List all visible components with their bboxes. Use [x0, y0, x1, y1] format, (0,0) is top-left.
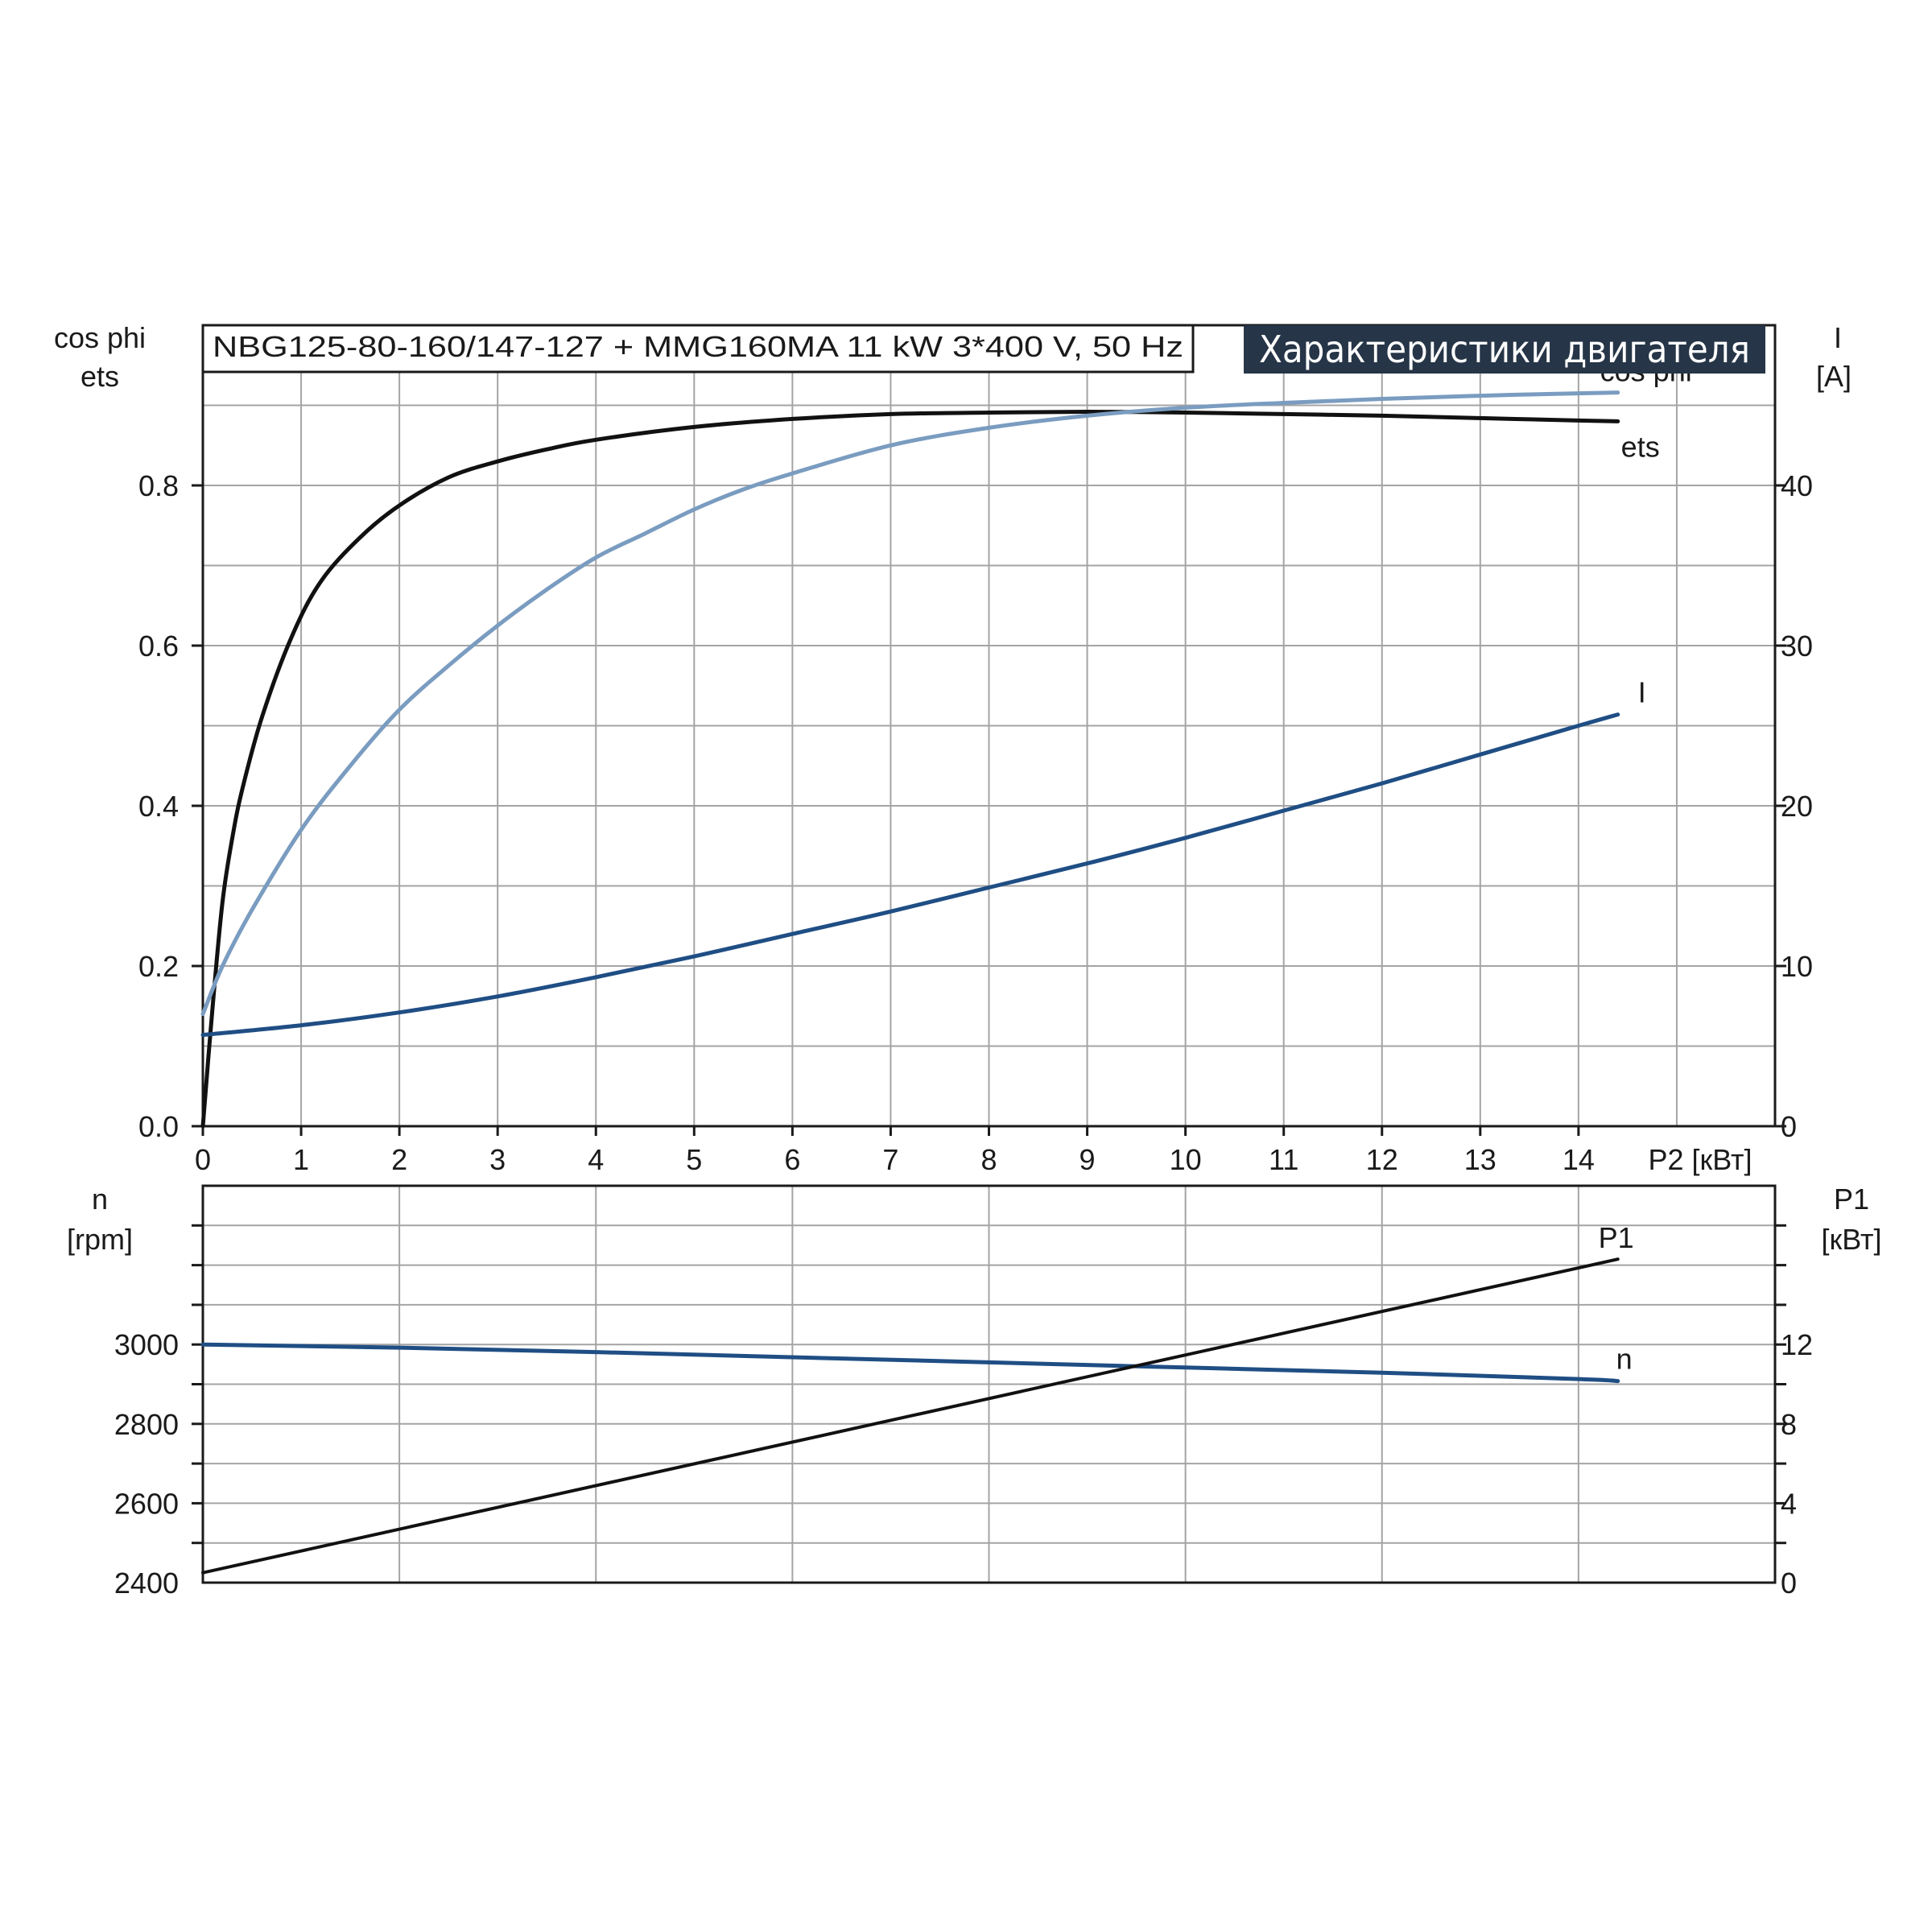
x-tick-label: 6 — [784, 1143, 800, 1176]
data-series — [200, 390, 1620, 1575]
bottom-left-tick-label: 2400 — [114, 1567, 179, 1600]
top-left-tick-label: 0.0 — [138, 1110, 179, 1143]
power-p1-series-label: P1 — [1599, 1221, 1634, 1254]
x-tick-label: 9 — [1080, 1143, 1096, 1176]
x-tick-label: 3 — [489, 1143, 506, 1176]
chart-title: NBG125-80-160/147-127 + MMG160MA 11 kW 3… — [213, 330, 1183, 363]
ets-series-label: ets — [1621, 430, 1660, 463]
current-i-line — [200, 712, 1620, 1038]
x-tick-label: 2 — [391, 1143, 407, 1176]
x-tick-label: 12 — [1366, 1143, 1398, 1176]
x-axis-label: P2 [кВт] — [1648, 1143, 1752, 1176]
top-right-tick-label: 0 — [1781, 1110, 1797, 1143]
left-axis-label-ets: ets — [80, 360, 119, 393]
bottom-left-tick-label: 2800 — [114, 1408, 179, 1441]
cos-phi-line — [200, 390, 1620, 1017]
bottom-right-tick-label: 12 — [1781, 1328, 1813, 1361]
x-tick-label: 0 — [195, 1143, 211, 1176]
x-tick-label: 7 — [882, 1143, 898, 1176]
left-axis-label-cosphi: cos phi — [54, 321, 146, 354]
bottom-right-tick-label: 4 — [1781, 1487, 1797, 1520]
banner-title: Характеристики двигателя — [1259, 328, 1750, 371]
right-axis-unit-a: [A] — [1816, 360, 1852, 393]
grid-lines — [203, 325, 1775, 1583]
top-left-tick-label: 0.2 — [138, 950, 179, 983]
x-tick-label: 8 — [980, 1143, 997, 1176]
bottom-right-tick-label: 8 — [1781, 1408, 1797, 1441]
right-axis-label-i: I — [1834, 321, 1842, 354]
top-left-tick-label: 0.6 — [138, 630, 179, 663]
x-tick-label: 10 — [1170, 1143, 1202, 1176]
top-right-tick-label: 30 — [1781, 630, 1813, 663]
top-right-tick-label: 40 — [1781, 469, 1813, 502]
top-right-tick-label: 20 — [1781, 790, 1813, 823]
speed-n-line — [200, 1342, 1620, 1384]
x-tick-label: 4 — [588, 1143, 604, 1176]
power-p1-line — [201, 1257, 1620, 1575]
current-i-series-label: I — [1638, 676, 1646, 709]
x-tick-label: 1 — [293, 1143, 309, 1176]
bottom-left-axis-unit-rpm: [rpm] — [67, 1223, 133, 1256]
x-tick-label: 14 — [1563, 1143, 1595, 1176]
speed-n-series-label: n — [1616, 1343, 1633, 1376]
bottom-right-tick-label: 0 — [1781, 1567, 1797, 1600]
bottom-left-tick-label: 3000 — [114, 1328, 179, 1361]
bottom-right-axis-unit-kw: [кВт] — [1821, 1223, 1881, 1256]
title-box — [201, 324, 1195, 374]
banner-background — [1244, 325, 1765, 374]
x-tick-label: 5 — [686, 1143, 702, 1176]
top-left-tick-label: 0.8 — [138, 469, 179, 502]
x-tick-label: 13 — [1464, 1143, 1496, 1176]
bottom-right-axis-label-p1: P1 — [1834, 1183, 1869, 1216]
x-tick-label: 11 — [1269, 1143, 1298, 1176]
axis-ticks — [192, 484, 1786, 1545]
bottom-left-tick-label: 2600 — [114, 1487, 179, 1520]
bottom-left-axis-label-n: n — [92, 1183, 108, 1216]
top-right-tick-label: 10 — [1781, 950, 1813, 983]
ets-line — [200, 410, 1620, 1129]
top-left-tick-label: 0.4 — [138, 790, 179, 823]
